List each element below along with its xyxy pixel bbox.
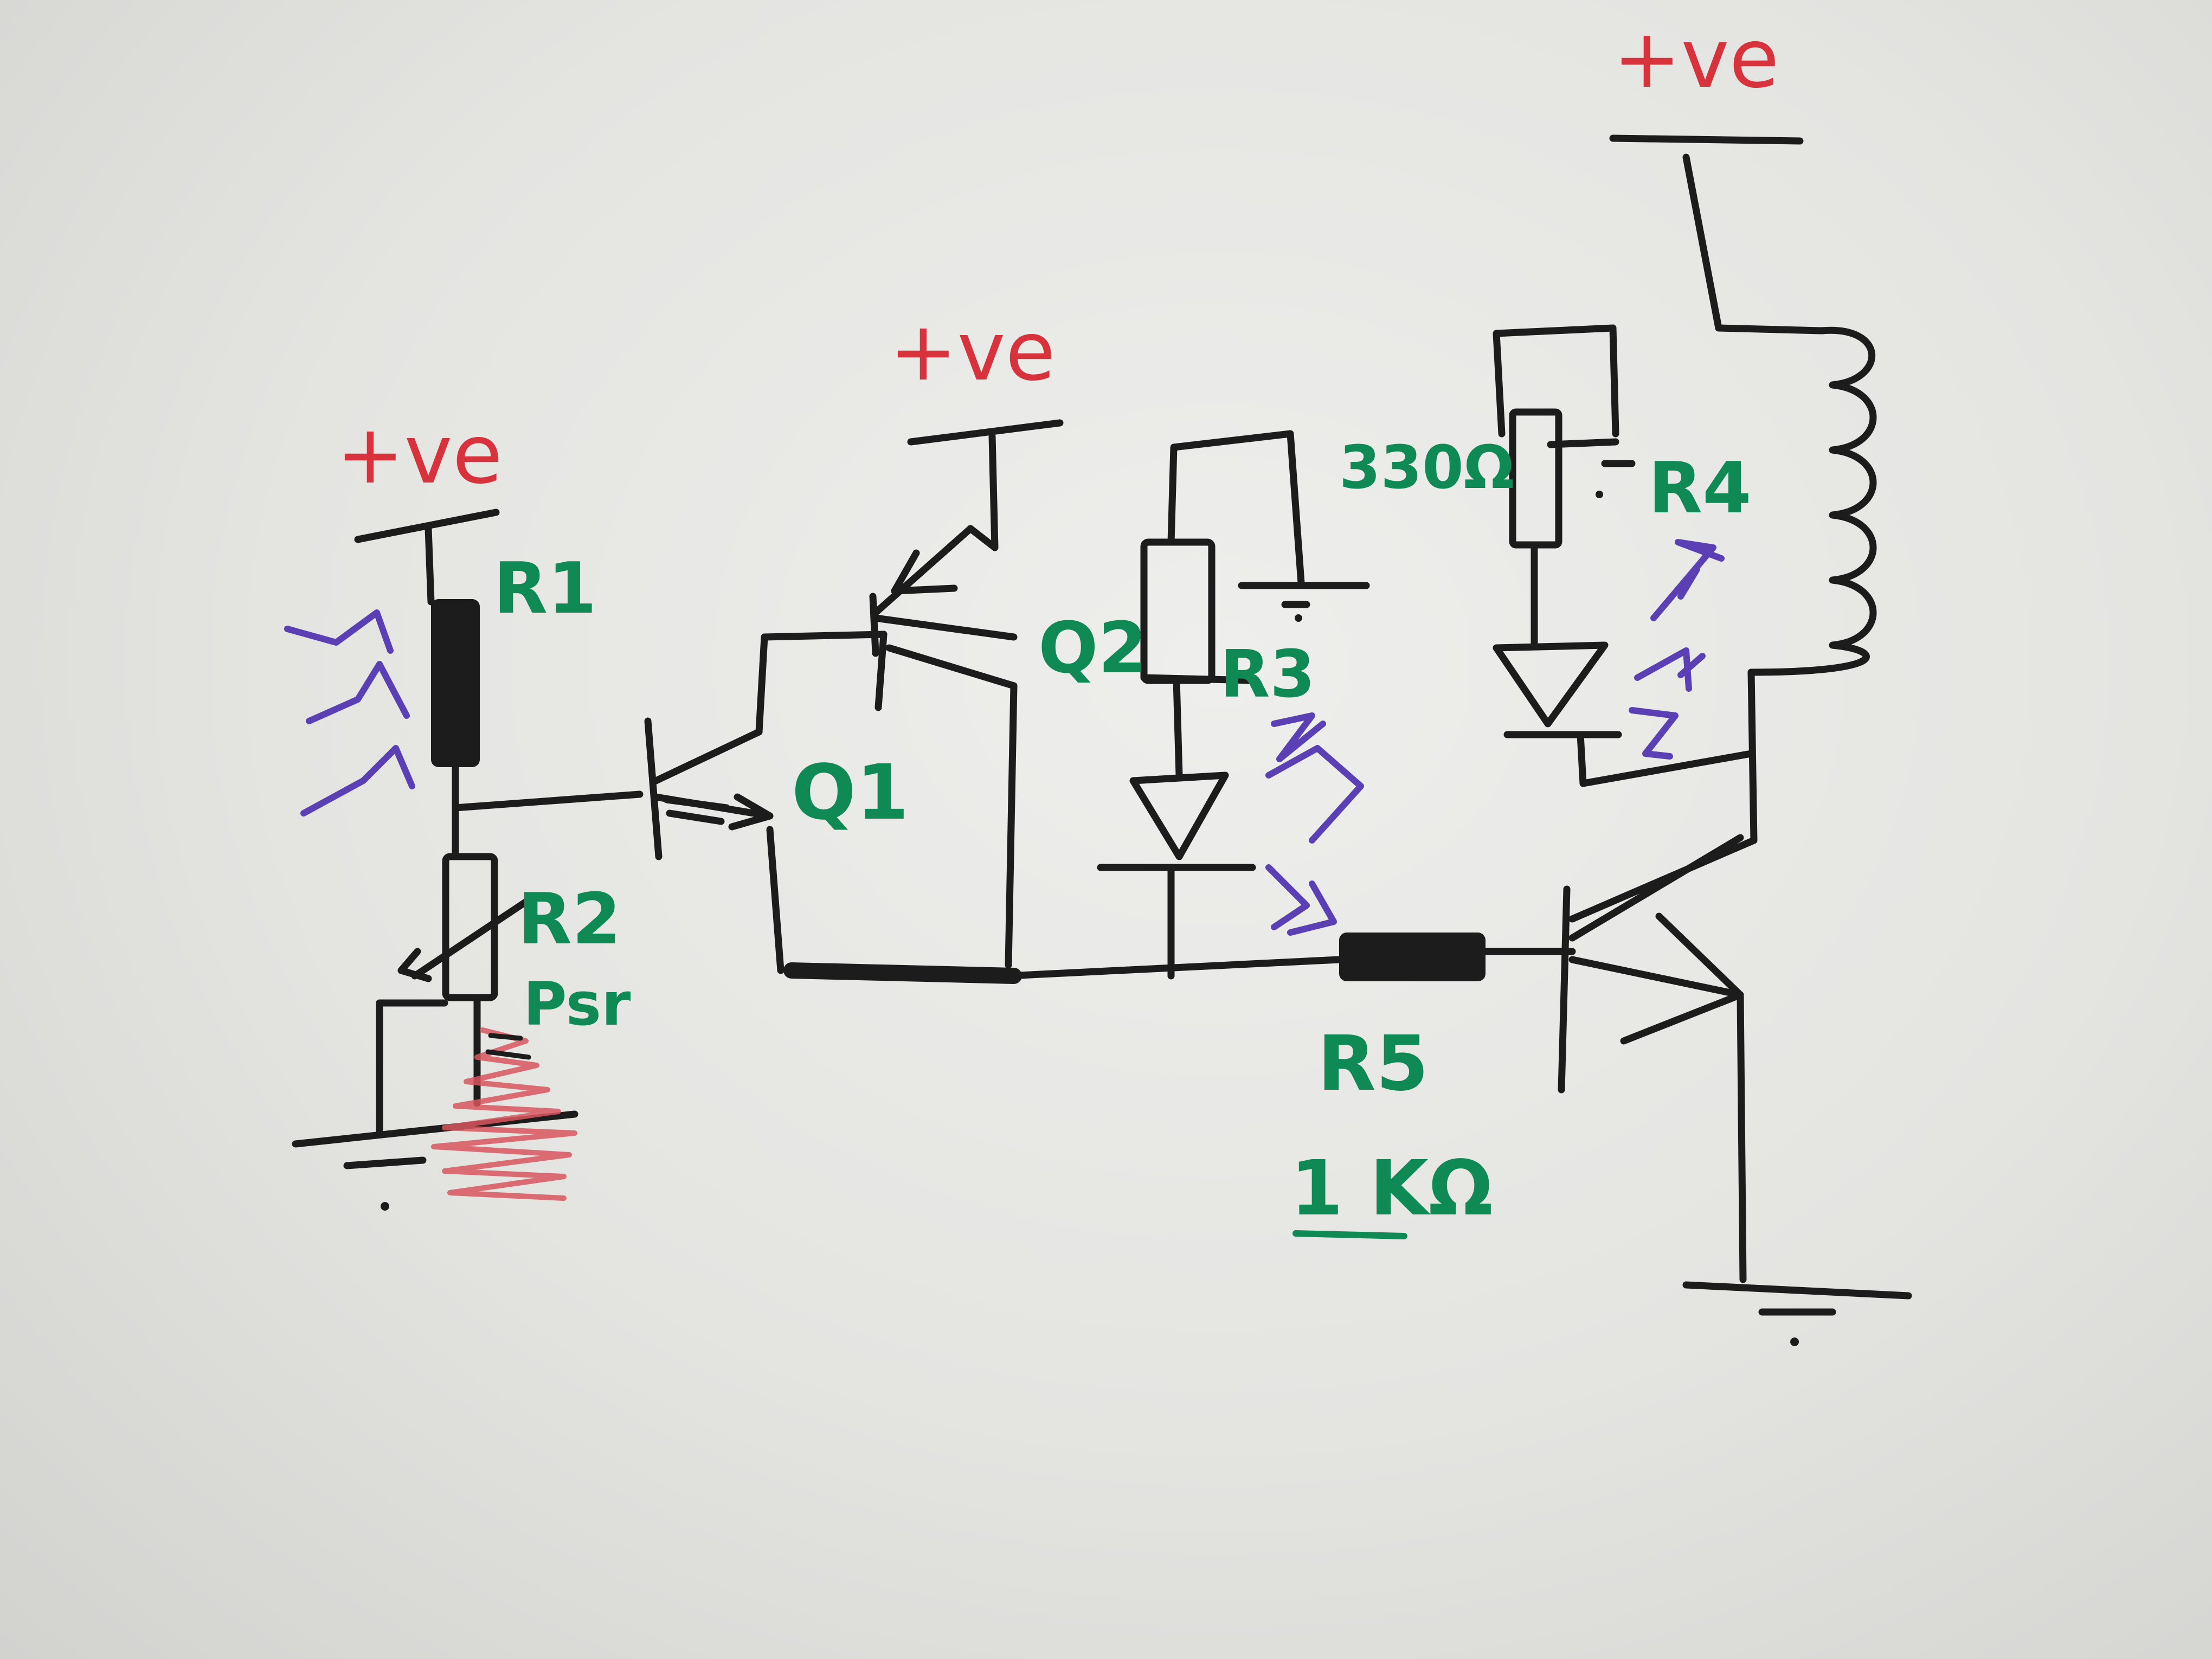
r5-value-label: 1 KΩ (1290, 1144, 1493, 1233)
r5-value-underline (1293, 1230, 1407, 1239)
ldr-supply-label: +ve (336, 408, 503, 502)
relay-supply-label: +ve (1613, 12, 1779, 106)
preset-r2 (376, 853, 532, 1134)
r3-ground-loop (1167, 430, 1370, 622)
r3-resistor (1140, 538, 1256, 779)
q2-label: Q2 (1038, 607, 1147, 689)
left-ground-symbol (292, 1110, 578, 1211)
preset-label: Psr (523, 969, 631, 1039)
led2-diode (1493, 641, 1755, 787)
r4-label: R4 (1648, 447, 1752, 529)
q2-transistor (869, 525, 1018, 657)
heat-scribble-red (431, 1027, 577, 1201)
q1-label: Q1 (792, 749, 909, 837)
relay-supply-rail (1609, 134, 1825, 335)
relay-coil (1747, 326, 1877, 844)
r5-resistor (1339, 933, 1576, 981)
q2-supply-label: +ve (889, 305, 1056, 399)
q1-transistor (644, 631, 888, 974)
r4-resistor (1493, 324, 1636, 646)
ldr-r1 (431, 599, 480, 812)
q2-supply-rail (907, 419, 1064, 551)
r5-label: R5 (1317, 1020, 1429, 1108)
r4-value-label: 330Ω (1339, 433, 1514, 502)
main-bus-wire (1005, 956, 1343, 980)
q3-transistor (1558, 834, 1758, 1283)
q1-bottom-bus (783, 631, 1022, 984)
ldr-supply-rail (354, 509, 500, 606)
right-ground-symbol (1682, 1281, 1912, 1346)
ldr-light-arrows (284, 609, 415, 816)
r2-label: R2 (518, 878, 621, 960)
led1-emit-arrows (1265, 712, 1364, 936)
led1-diode (1097, 771, 1256, 980)
led2-emit-arrows (1629, 539, 1725, 760)
divider-node-wire (452, 790, 644, 860)
r3-label: R3 (1220, 637, 1315, 712)
r1-label: R1 (493, 547, 597, 629)
